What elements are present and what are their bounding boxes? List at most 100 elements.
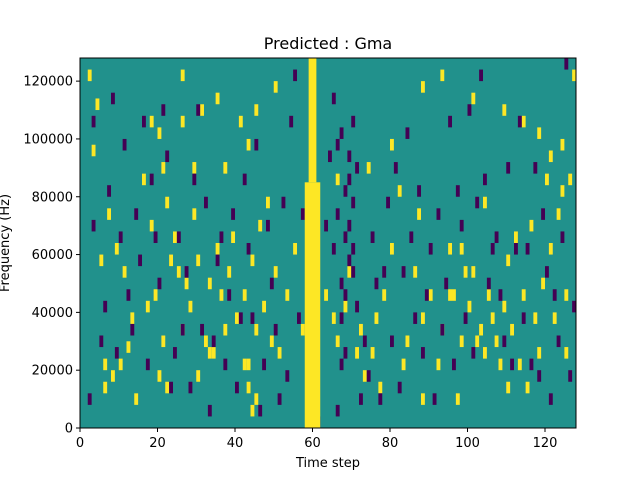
heatmap-cell-high bbox=[111, 370, 115, 382]
heatmap-cell-high bbox=[192, 208, 197, 220]
heatmap-cell-low bbox=[91, 219, 96, 232]
heatmap-cell-high bbox=[215, 243, 220, 255]
heatmap-cell-high bbox=[180, 69, 185, 82]
heatmap-cell-low bbox=[343, 231, 348, 243]
heatmap-cell-high bbox=[238, 115, 243, 128]
heatmap-cell-low bbox=[219, 231, 224, 243]
heatmap-cell-high bbox=[448, 243, 453, 255]
heatmap-cell-low bbox=[444, 277, 449, 290]
heatmap-cell-high bbox=[153, 289, 158, 301]
heatmap-cell-high bbox=[556, 208, 561, 220]
heatmap-cell-high bbox=[157, 370, 162, 382]
heatmap-cell-high bbox=[463, 266, 468, 278]
heatmap-cell-high bbox=[467, 300, 472, 313]
y-tick-label: 60000 bbox=[32, 248, 73, 263]
heatmap-cell-high bbox=[397, 185, 402, 197]
heatmap-cell-low bbox=[99, 335, 104, 348]
heatmap-cell-low bbox=[452, 358, 456, 371]
heatmap-cell-high bbox=[355, 347, 360, 359]
heatmap-cell-high bbox=[273, 81, 278, 93]
heatmap-cell-high bbox=[506, 254, 511, 267]
heatmap-cell-high bbox=[126, 341, 131, 353]
heatmap-cell-high bbox=[455, 393, 460, 405]
heatmap-cell-low bbox=[397, 381, 402, 394]
heatmap-cell-high bbox=[149, 219, 154, 232]
heatmap-cell-low bbox=[448, 115, 453, 128]
heatmap-cell-low bbox=[463, 312, 468, 324]
heatmap-cell-high bbox=[246, 358, 251, 371]
x-tick-label: 60 bbox=[304, 436, 321, 451]
heatmap-cell-low bbox=[145, 358, 150, 371]
heatmap-cell-high bbox=[459, 243, 464, 255]
heatmap-cell-low bbox=[339, 277, 344, 290]
heatmap-cell-low bbox=[111, 92, 115, 105]
heatmap-cell-low bbox=[122, 138, 127, 151]
heatmap-cell-low bbox=[366, 370, 371, 382]
heatmap-cell-high bbox=[161, 335, 166, 348]
heatmap-cell-high bbox=[548, 243, 553, 255]
heatmap-cell-high bbox=[552, 312, 557, 324]
heatmap-cell-high bbox=[250, 254, 255, 267]
heatmap-cell-low bbox=[351, 196, 356, 209]
heatmap-cell-low bbox=[165, 150, 170, 163]
heatmap-cell-low bbox=[289, 115, 294, 128]
x-tick-label: 80 bbox=[382, 436, 399, 451]
heatmap-cell-low bbox=[374, 277, 379, 290]
heatmap-cell-low bbox=[351, 115, 356, 128]
heatmap-cell-low bbox=[347, 219, 352, 232]
heatmap-cell-high bbox=[122, 266, 127, 278]
heatmap-cell-low bbox=[390, 335, 394, 348]
heatmap-cell-high bbox=[196, 370, 201, 382]
heatmap-cell-low bbox=[331, 92, 336, 105]
heatmap-cell-low bbox=[362, 335, 367, 348]
heatmap-cell-high bbox=[335, 173, 340, 186]
heatmap-cell-high bbox=[91, 144, 96, 157]
heatmap-cell-high bbox=[413, 266, 418, 278]
heatmap-cell-low bbox=[486, 277, 491, 290]
x-tick-label: 0 bbox=[76, 436, 84, 451]
heatmap-cell-high bbox=[440, 69, 445, 82]
heatmap-cell-high bbox=[479, 323, 484, 336]
heatmap-cell-low bbox=[564, 58, 569, 70]
heatmap-cell-low bbox=[413, 312, 418, 324]
heatmap-cell-high bbox=[359, 323, 363, 336]
heatmap-cell-low bbox=[200, 323, 205, 336]
heatmap-cell-low bbox=[568, 370, 573, 382]
heatmap-cell-high bbox=[343, 300, 348, 313]
heatmap-cell-high bbox=[498, 358, 503, 371]
heatmap-cell-low bbox=[560, 231, 565, 243]
heatmap-cell-high bbox=[331, 312, 336, 324]
heatmap-cell-low bbox=[343, 185, 348, 197]
heatmap-cell-high bbox=[161, 162, 166, 174]
heatmap-cell-low bbox=[176, 231, 181, 243]
heatmap-cell-high bbox=[475, 335, 480, 348]
heatmap-cell-high bbox=[87, 69, 92, 82]
heatmap-cell-low bbox=[324, 219, 329, 232]
heatmap-cell-high bbox=[459, 335, 464, 348]
heatmap-cell-high bbox=[114, 243, 119, 255]
heatmap-cell-low bbox=[514, 243, 518, 255]
heatmap-cell-low bbox=[409, 231, 414, 243]
y-axis-label: Frequency (Hz) bbox=[0, 194, 13, 292]
heatmap-cell-high bbox=[285, 289, 290, 301]
heatmap-cell-low bbox=[196, 104, 201, 116]
heatmap-cell-low bbox=[382, 266, 387, 278]
heatmap-cell-low bbox=[502, 335, 507, 348]
heatmap-cell-high bbox=[215, 92, 220, 105]
heatmap-cell-high bbox=[188, 300, 193, 313]
heatmap-cell-low bbox=[479, 69, 484, 82]
heatmap-cell-low bbox=[355, 300, 360, 313]
x-tick-label: 100 bbox=[455, 436, 480, 451]
heatmap-cell-low bbox=[238, 312, 243, 324]
heatmap-cell-low bbox=[285, 370, 290, 382]
heatmap-cell-high bbox=[533, 312, 538, 324]
heatmap-cell-low bbox=[266, 219, 270, 232]
heatmap-cell-high bbox=[548, 150, 553, 163]
heatmap-cell-high bbox=[347, 266, 352, 278]
heatmap-cell-high bbox=[254, 393, 259, 405]
heatmap-cell-low bbox=[250, 312, 255, 324]
heatmap-cell-high bbox=[405, 335, 410, 348]
heatmap-cell-low bbox=[483, 173, 487, 186]
heatmap-cell-high bbox=[471, 92, 476, 105]
